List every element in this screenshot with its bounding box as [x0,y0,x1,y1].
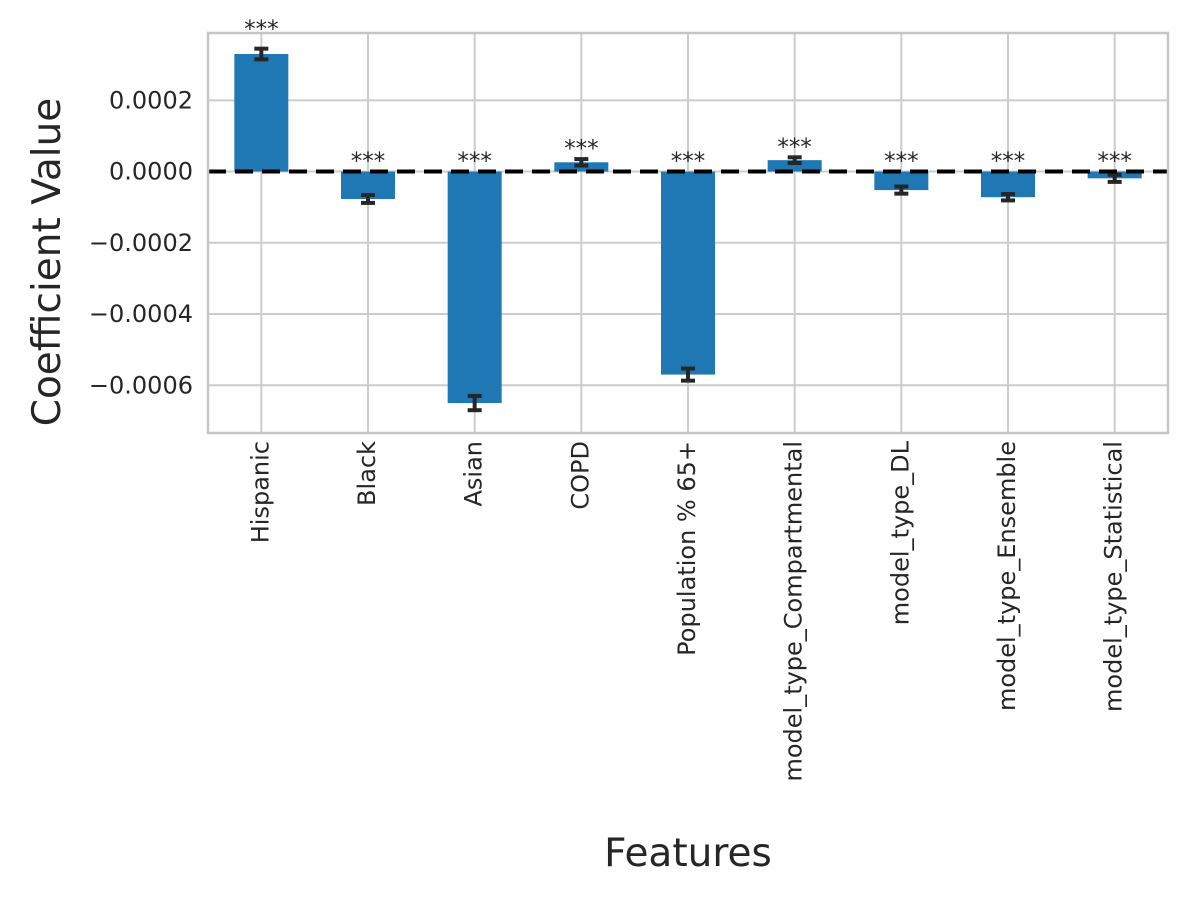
x-tick-label: Asian [460,441,488,507]
bar [661,171,715,375]
bar [447,171,502,404]
y-tick-label: −0.0004 [89,300,193,328]
significance-label: *** [671,149,706,175]
y-tick-label: −0.0002 [89,229,193,257]
significance-label: *** [457,149,492,175]
x-tick-label: model_type_DL [886,440,914,625]
bar [234,54,289,172]
y-tick-label: −0.0006 [89,371,193,399]
significance-label: *** [244,17,279,43]
significance-label: *** [991,149,1026,175]
significance-label: *** [777,134,812,160]
bar [874,171,929,191]
significance-label: *** [1097,149,1132,175]
x-axis-label: Features [604,831,772,876]
plot-border [206,31,1170,435]
y-axis-label: Coefficient Value [25,98,70,427]
x-tick-label: model_type_Ensemble [993,441,1021,711]
bar [767,160,822,172]
y-tick-label: 0.0002 [109,86,193,114]
significance-label: *** [884,149,919,175]
x-tick-label: COPD [566,441,594,510]
y-tick-label: 0.0000 [109,158,193,186]
significance-label: *** [351,149,386,175]
x-tick-label: Hispanic [246,441,274,543]
x-tick-label: model_type_Compartmental [780,441,808,782]
x-tick-label: Black [353,441,381,506]
x-tick-label: Population % 65+ [673,441,701,656]
significance-label: *** [564,136,599,162]
x-tick-label: model_type_Statistical [1100,441,1128,712]
